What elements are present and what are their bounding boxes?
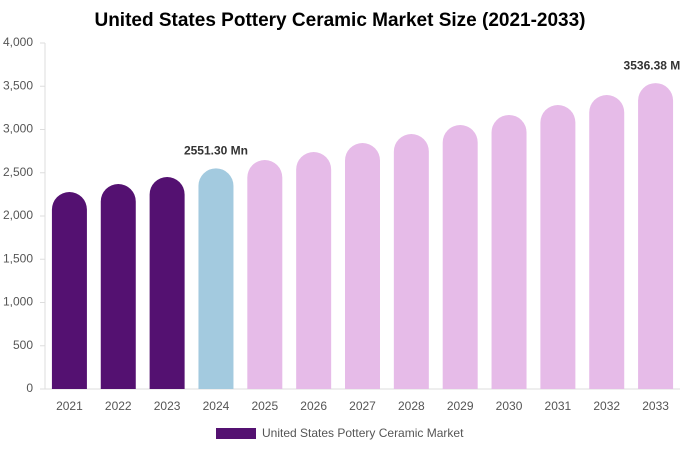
legend-swatch <box>216 428 256 439</box>
x-tick-label: 2030 <box>496 399 523 413</box>
x-tick-label: 2021 <box>56 399 83 413</box>
y-tick-label: 500 <box>13 338 33 352</box>
x-tick-label: 2031 <box>545 399 572 413</box>
y-tick-label: 1,000 <box>3 295 33 309</box>
x-tick-label: 2025 <box>251 399 278 413</box>
y-tick-label: 3,000 <box>3 122 33 136</box>
bar <box>491 114 527 389</box>
bar <box>198 168 234 389</box>
data-label: 3536.38 Mn <box>624 58 680 72</box>
bar <box>345 142 380 389</box>
x-tick-label: 2029 <box>447 399 474 413</box>
chart-title: United States Pottery Ceramic Market Siz… <box>94 10 585 31</box>
bar <box>589 94 625 389</box>
bar <box>296 151 332 389</box>
x-tick-label: 2024 <box>203 399 230 413</box>
y-tick-label: 1,500 <box>3 251 33 265</box>
x-tick-label: 2022 <box>105 399 132 413</box>
y-tick-label: 2,000 <box>3 208 33 222</box>
y-tick-label: 2,500 <box>3 165 33 179</box>
bar <box>247 160 283 389</box>
y-tick-label: 0 <box>26 381 33 395</box>
bar <box>638 83 674 390</box>
bar <box>149 176 185 389</box>
x-tick-label: 2032 <box>593 399 620 413</box>
bar <box>100 184 136 389</box>
x-tick-label: 2028 <box>398 399 425 413</box>
bar <box>393 133 429 389</box>
x-tick-label: 2026 <box>300 399 327 413</box>
x-tick-label: 2027 <box>349 399 376 413</box>
data-label: 2551.30 Mn <box>184 143 248 157</box>
legend-label: United States Pottery Ceramic Market <box>262 426 464 440</box>
bar <box>540 105 576 389</box>
x-tick-label: 2023 <box>154 399 181 413</box>
y-tick-label: 4,000 <box>3 35 33 49</box>
bar <box>51 192 87 389</box>
y-tick-label: 3,500 <box>3 78 33 92</box>
x-tick-label: 2033 <box>642 399 669 413</box>
bar <box>442 125 478 390</box>
